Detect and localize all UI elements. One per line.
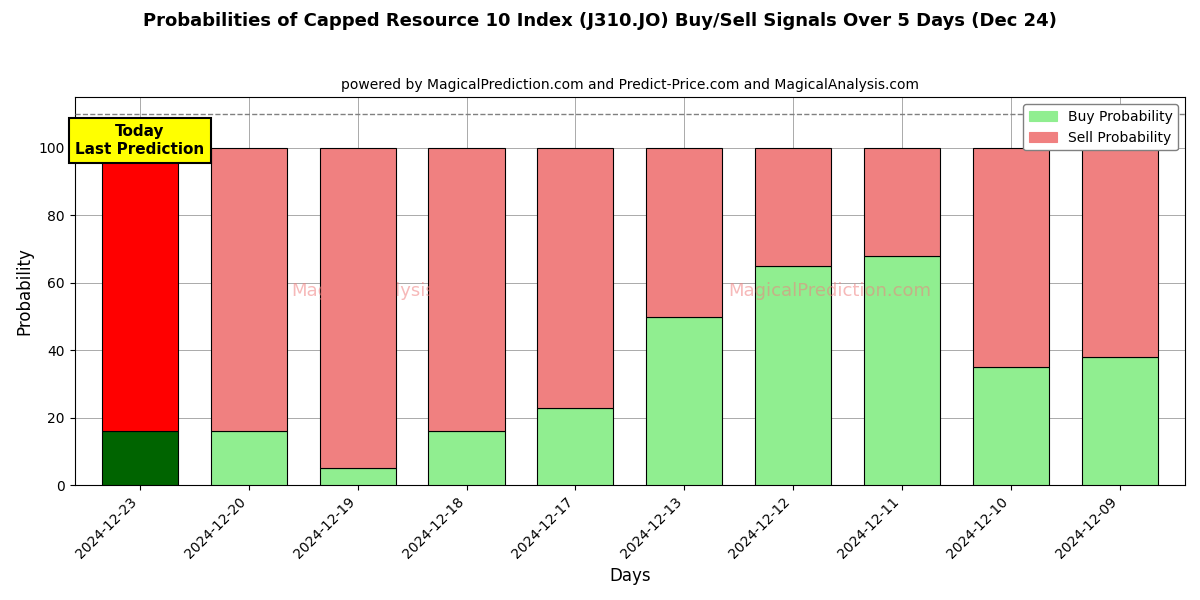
Bar — [428, 431, 505, 485]
Bar — [1081, 357, 1158, 485]
Bar — [973, 367, 1049, 485]
Bar — [319, 148, 396, 469]
Bar — [973, 148, 1049, 367]
Text: Today
Last Prediction: Today Last Prediction — [76, 124, 204, 157]
Bar — [538, 148, 613, 407]
Bar — [646, 317, 722, 485]
Bar — [211, 431, 287, 485]
Bar — [646, 148, 722, 317]
Y-axis label: Probability: Probability — [16, 247, 34, 335]
Bar — [428, 148, 505, 431]
Bar — [319, 469, 396, 485]
X-axis label: Days: Days — [610, 567, 650, 585]
Bar — [102, 431, 178, 485]
Bar — [211, 148, 287, 431]
Bar — [755, 148, 832, 266]
Bar — [755, 266, 832, 485]
Bar — [538, 407, 613, 485]
Legend: Buy Probability, Sell Probability: Buy Probability, Sell Probability — [1024, 104, 1178, 151]
Bar — [1081, 148, 1158, 357]
Bar — [102, 148, 178, 431]
Bar — [864, 148, 940, 256]
Title: powered by MagicalPrediction.com and Predict-Price.com and MagicalAnalysis.com: powered by MagicalPrediction.com and Pre… — [341, 78, 919, 92]
Text: MagicalAnalysis.com: MagicalAnalysis.com — [292, 282, 480, 300]
Bar — [864, 256, 940, 485]
Text: Probabilities of Capped Resource 10 Index (J310.JO) Buy/Sell Signals Over 5 Days: Probabilities of Capped Resource 10 Inde… — [143, 12, 1057, 30]
Text: MagicalPrediction.com: MagicalPrediction.com — [728, 282, 931, 300]
